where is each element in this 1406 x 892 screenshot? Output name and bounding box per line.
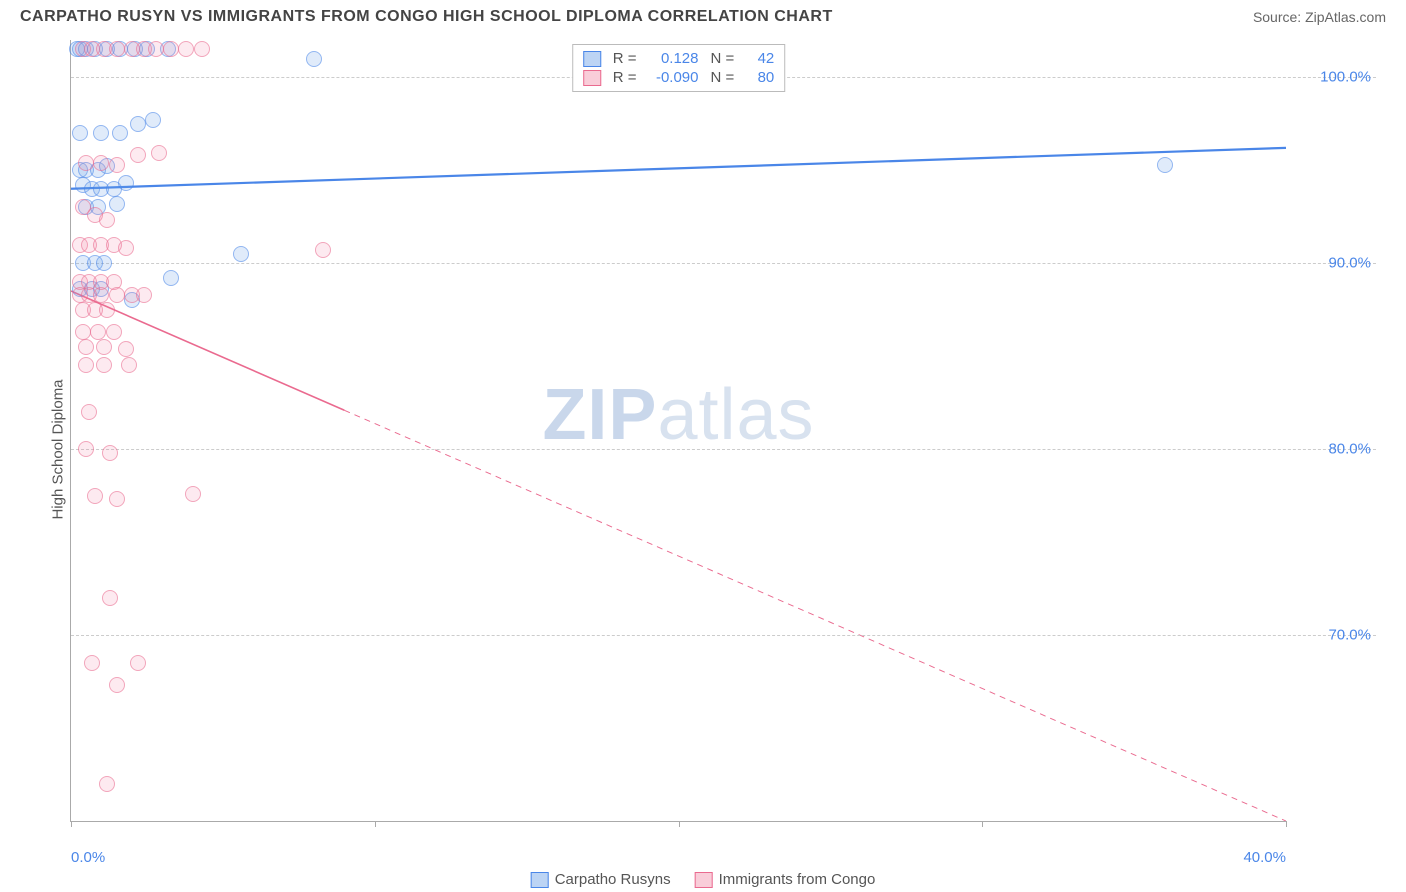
data-point (315, 242, 331, 258)
x-tick (1286, 821, 1287, 827)
y-tick-label: 70.0% (1328, 627, 1371, 644)
watermark: ZIPatlas (542, 374, 814, 456)
source-value: ZipAtlas.com (1305, 9, 1386, 25)
legend-stats: R = 0.128 N = 42 R = -0.090 N = 80 (572, 44, 786, 92)
stat-n-label: N = (711, 69, 735, 86)
scatter-plot: ZIPatlas R =0.128N =42R =-0.090N =80 100… (70, 40, 1286, 822)
chart-title: CARPATHO RUSYN VS IMMIGRANTS FROM CONGO … (20, 8, 833, 26)
legend-series-item: Carpatho Rusyns (531, 871, 671, 888)
data-point (78, 155, 94, 171)
y-tick-label: 90.0% (1328, 255, 1371, 272)
data-point (90, 324, 106, 340)
stat-r-label: R = (613, 50, 637, 67)
data-point (118, 240, 134, 256)
data-point (102, 445, 118, 461)
data-point (1157, 157, 1173, 173)
data-point (130, 116, 146, 132)
y-axis-label: High School Diploma (50, 379, 67, 519)
legend-label: Carpatho Rusyns (555, 871, 671, 888)
data-point (163, 270, 179, 286)
data-point (93, 155, 109, 171)
data-point (78, 441, 94, 457)
stat-n-label: N = (711, 50, 735, 67)
data-point (93, 125, 109, 141)
data-point (99, 776, 115, 792)
stat-n-value: 42 (746, 50, 774, 67)
x-tick-label: 40.0% (1243, 849, 1286, 866)
data-point (109, 677, 125, 693)
data-point (121, 357, 137, 373)
data-point (109, 157, 125, 173)
data-point (151, 145, 167, 161)
data-point (306, 51, 322, 67)
data-point (118, 341, 134, 357)
data-point (109, 41, 125, 57)
x-tick (71, 821, 72, 827)
data-point (78, 357, 94, 373)
source-label: Source: ZipAtlas.com (1253, 9, 1386, 25)
data-point (109, 491, 125, 507)
legend-swatch (583, 51, 601, 67)
y-tick-label: 100.0% (1320, 69, 1371, 86)
stat-n-value: 80 (746, 69, 774, 86)
gridline-h (71, 449, 1376, 450)
data-point (136, 287, 152, 303)
legend-stats-row: R = 0.128 N = 42 (583, 49, 775, 68)
x-tick (375, 821, 376, 827)
y-tick-label: 80.0% (1328, 441, 1371, 458)
x-tick (982, 821, 983, 827)
data-point (130, 655, 146, 671)
stat-r-value: 0.128 (649, 50, 699, 67)
legend-swatch (583, 70, 601, 86)
data-point (163, 41, 179, 57)
stat-r-label: R = (613, 69, 637, 86)
data-point (99, 302, 115, 318)
data-point (72, 125, 88, 141)
data-point (102, 590, 118, 606)
trend-lines (71, 40, 1286, 821)
legend-swatch (695, 872, 713, 888)
data-point (233, 246, 249, 262)
data-point (130, 147, 146, 163)
title-bar: CARPATHO RUSYN VS IMMIGRANTS FROM CONGO … (0, 0, 1406, 30)
data-point (84, 655, 100, 671)
legend-swatch (531, 872, 549, 888)
legend-series-item: Immigrants from Congo (695, 871, 876, 888)
gridline-h (71, 263, 1376, 264)
legend-label: Immigrants from Congo (719, 871, 876, 888)
data-point (112, 125, 128, 141)
x-tick-label: 0.0% (71, 849, 105, 866)
stat-r-value: -0.090 (649, 69, 699, 86)
data-point (96, 357, 112, 373)
data-point (87, 488, 103, 504)
data-point (145, 112, 161, 128)
data-point (96, 339, 112, 355)
legend-stats-row: R = -0.090 N = 80 (583, 68, 775, 87)
data-point (109, 287, 125, 303)
trend-line-solid (71, 148, 1286, 189)
gridline-h (71, 635, 1376, 636)
data-point (81, 404, 97, 420)
legend-series: Carpatho Rusyns Immigrants from Congo (531, 871, 876, 888)
plot-area: High School Diploma ZIPatlas R = 0.128 N =… (50, 40, 1376, 842)
data-point (148, 41, 164, 57)
data-point (75, 324, 91, 340)
data-point (96, 255, 112, 271)
data-point (106, 324, 122, 340)
data-point (194, 41, 210, 57)
data-point (185, 486, 201, 502)
data-point (93, 287, 109, 303)
data-point (78, 339, 94, 355)
data-point (118, 175, 134, 191)
trend-line-dashed (344, 410, 1286, 821)
data-point (99, 212, 115, 228)
data-point (109, 196, 125, 212)
data-point (178, 41, 194, 57)
x-tick (679, 821, 680, 827)
